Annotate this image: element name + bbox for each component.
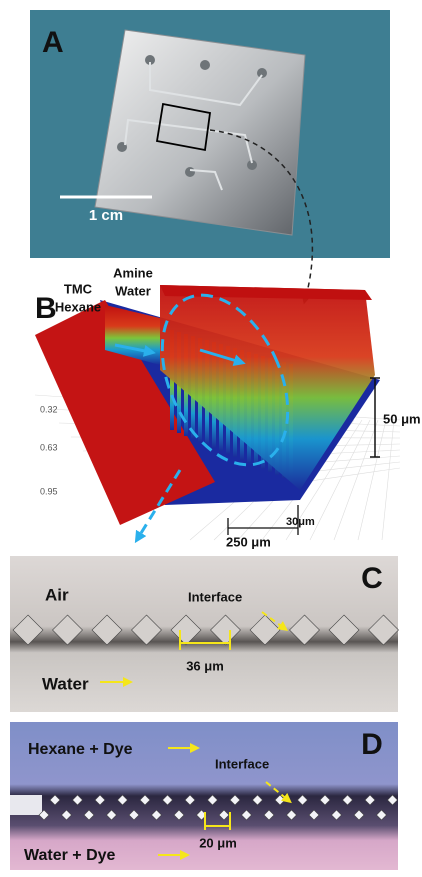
fluid-label: TMC [64, 281, 93, 296]
panel-d: Hexane + Dye Interface 20 μm Water + Dye… [10, 722, 398, 870]
inlet [10, 795, 42, 815]
width-label: 250 μm [226, 534, 271, 549]
interface-label: Interface [188, 589, 242, 604]
spacing-label: 20 μm [199, 835, 237, 850]
scale-bar-label: 1 cm [89, 207, 123, 224]
page: 1 cm A B TMC Hexane Amine Water 50 μm 25… [0, 0, 422, 877]
panel-label: A [42, 26, 64, 59]
figure: 1 cm A B TMC Hexane Amine Water 50 μm 25… [0, 0, 422, 877]
height-label: 50 μm [383, 411, 421, 426]
panel-b: B TMC Hexane Amine Water 50 μm 250 μm 30… [35, 265, 421, 549]
axis-tick-label: 0.63 [40, 442, 58, 452]
panel-a: 1 cm A [30, 10, 390, 300]
panel-label: B [35, 292, 57, 325]
phase-label: Air [45, 585, 69, 604]
gap-label: 30μm [286, 516, 315, 528]
fluid-label: Amine [113, 265, 153, 280]
spacing-label: 36 μm [186, 658, 224, 673]
phase-label: Water + Dye [24, 847, 116, 864]
fluid-label: Water [115, 283, 151, 298]
panel-label: C [361, 562, 383, 595]
axis-tick-label: 0.95 [40, 486, 58, 496]
interface-label: Interface [215, 756, 269, 771]
axis-tick-label: 0.32 [40, 404, 58, 414]
fluid-label: Hexane [55, 299, 101, 314]
panel-label: D [361, 728, 383, 761]
phase-label: Water [42, 674, 89, 693]
phase-label: Hexane + Dye [28, 741, 133, 758]
panel-c: Air Interface 36 μm Water C [10, 556, 399, 712]
